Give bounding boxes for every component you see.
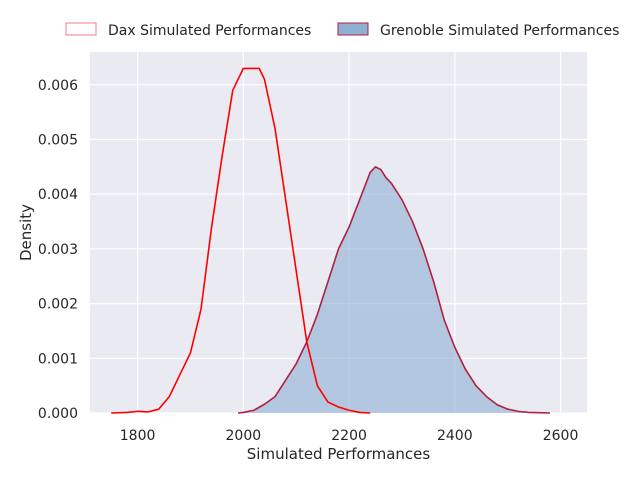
- tick-labels: 1800 2000 2200 2400 2600 0.000 0.001 0.002 0.003…: [38, 78, 578, 444]
- series-line-grenoble: [237, 166, 551, 414]
- x-tick-label: 2400: [437, 428, 473, 444]
- y-tick-label: 0.003: [38, 242, 78, 258]
- x-tick-label: 2200: [331, 428, 367, 444]
- x-tick-label: 2600: [543, 428, 579, 444]
- legend-swatch-dax: [65, 22, 97, 36]
- x-tick-label: 1800: [120, 428, 156, 444]
- legend-swatch-grenoble: [337, 22, 369, 36]
- legend-label-dax: Dax Simulated Performances: [108, 23, 311, 39]
- y-tick-label: 0.001: [38, 351, 78, 367]
- series-area-grenoble: [238, 166, 550, 413]
- y-tick-label: 0.002: [38, 297, 78, 313]
- y-tick-label: 0.006: [38, 78, 78, 94]
- series-layer: [111, 67, 551, 414]
- y-tick-label: 0.004: [38, 187, 78, 203]
- y-tick-label: 0.000: [38, 406, 78, 422]
- legend: Dax Simulated Performances Grenoble Simu…: [65, 22, 619, 39]
- legend-label-grenoble: Grenoble Simulated Performances: [380, 23, 619, 39]
- y-tick-label: 0.005: [38, 133, 78, 149]
- x-tick-label: 2000: [226, 428, 262, 444]
- series-line-dax: [111, 67, 371, 414]
- y-axis-title: Density: [17, 204, 35, 261]
- x-axis-title: Simulated Performances: [247, 445, 431, 463]
